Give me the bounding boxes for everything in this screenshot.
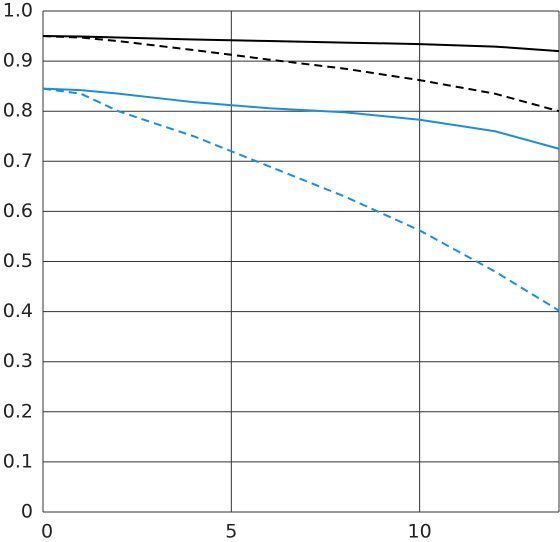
- line-series: [42, 87, 560, 312]
- y-tick-label: 0.7: [3, 150, 33, 172]
- line-series: [42, 35, 560, 53]
- line-series: [42, 87, 560, 150]
- y-tick-label: 0.2: [3, 400, 33, 422]
- y-tick-label: 0: [21, 501, 33, 523]
- y-tick-label: 0.1: [3, 450, 33, 472]
- y-tick-label: 1.0: [3, 0, 33, 22]
- y-tick-label: 0.8: [3, 100, 33, 122]
- x-tick-label: 5: [225, 521, 237, 542]
- x-tick-label: 10: [408, 521, 432, 542]
- y-tick-label: 0.5: [3, 250, 33, 272]
- y-tick-label: 0.9: [3, 50, 33, 72]
- y-tick-label: 0.4: [3, 300, 33, 322]
- x-tick-label: 0: [41, 521, 53, 542]
- line-series: [42, 35, 560, 113]
- y-tick-label: 0.3: [3, 350, 33, 372]
- y-tick-label: 0.6: [3, 200, 33, 222]
